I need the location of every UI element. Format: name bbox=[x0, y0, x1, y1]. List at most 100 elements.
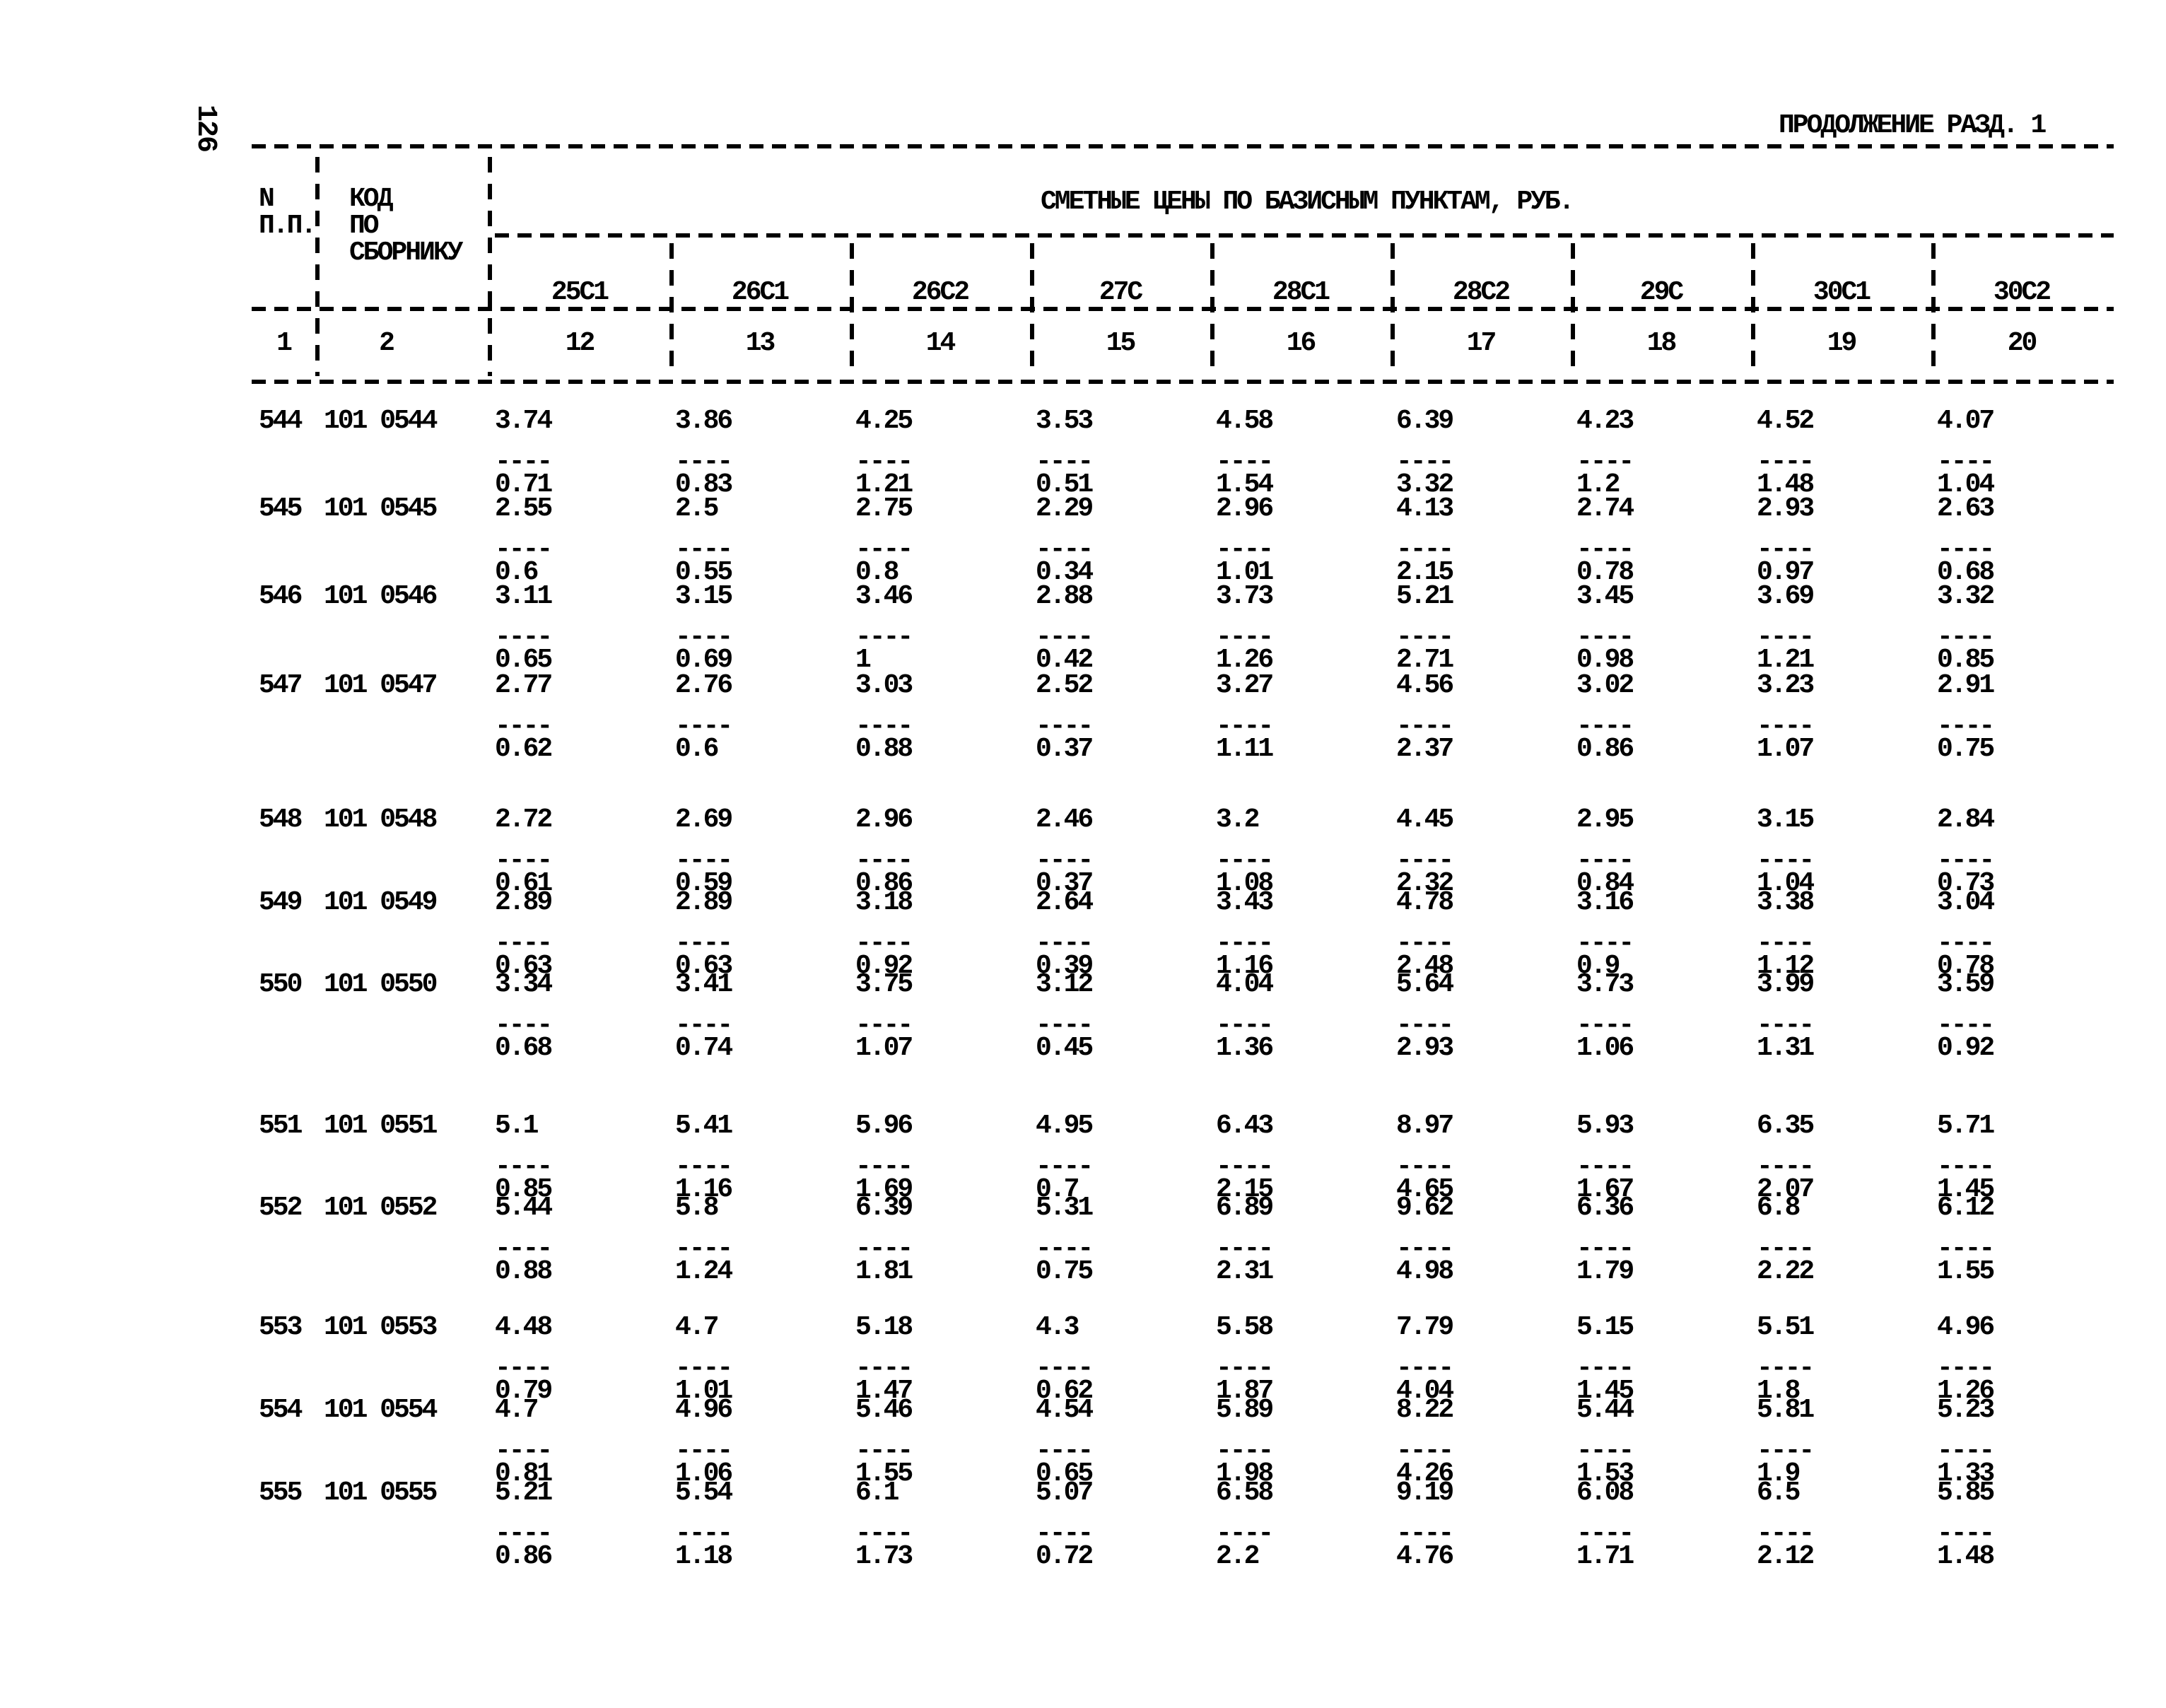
price-numerator: 4.52 bbox=[1757, 406, 1815, 436]
price-denominator: 1.9 bbox=[1757, 1458, 1801, 1489]
row-code: 101 0544 bbox=[324, 406, 438, 436]
price-denominator: 1.21 bbox=[1757, 645, 1815, 675]
price-denominator: 2.07 bbox=[1757, 1174, 1815, 1205]
price-denominator: 1.21 bbox=[855, 469, 913, 500]
column-label-30С1: 30С1 bbox=[1813, 277, 1871, 308]
price-numerator: 4.58 bbox=[1216, 406, 1274, 436]
fraction-bar: ---- bbox=[855, 1353, 913, 1384]
price-numerator: 3.16 bbox=[1576, 887, 1634, 918]
column-label-28С2: 28С2 bbox=[1452, 277, 1511, 308]
column-label-27С: 27С bbox=[1099, 277, 1143, 308]
price-numerator: 4.25 bbox=[855, 406, 913, 436]
col-header-code-3: СБОРНИКУ bbox=[349, 238, 463, 268]
fraction-bar: ---- bbox=[1036, 1519, 1094, 1549]
fraction-bar: ---- bbox=[1396, 846, 1454, 876]
row-code: 101 0550 bbox=[324, 969, 438, 1000]
fraction-bar: ---- bbox=[1757, 711, 1815, 742]
price-numerator: 7.79 bbox=[1396, 1312, 1454, 1343]
fraction-bar: ---- bbox=[1036, 534, 1094, 565]
price-denominator: 1.48 bbox=[1937, 1541, 1995, 1572]
price-denominator: 0.86 bbox=[495, 1541, 553, 1572]
fraction-bar: ---- bbox=[1216, 711, 1274, 742]
price-numerator: 5.81 bbox=[1757, 1395, 1815, 1425]
price-denominator: 1.47 bbox=[855, 1376, 913, 1406]
price-numerator: 5.44 bbox=[495, 1193, 553, 1223]
price-numerator: 4.7 bbox=[675, 1312, 719, 1343]
price-denominator: 0.61 bbox=[495, 868, 553, 899]
row-code: 101 0546 bbox=[324, 581, 438, 612]
fraction-bar: ---- bbox=[1396, 711, 1454, 742]
price-numerator: 2.89 bbox=[675, 887, 733, 918]
vrule-code-prices bbox=[488, 157, 492, 376]
price-denominator: 2.15 bbox=[1396, 557, 1454, 587]
price-numerator: 4.7 bbox=[495, 1395, 539, 1425]
fraction-bar: ---- bbox=[1036, 1436, 1094, 1466]
price-denominator: 0.8 bbox=[855, 557, 899, 587]
price-denominator: 1.36 bbox=[1216, 1033, 1274, 1063]
fraction-bar: ---- bbox=[1757, 1353, 1815, 1384]
price-denominator: 1.16 bbox=[1216, 951, 1274, 981]
fraction-bar: ---- bbox=[1937, 1152, 1995, 1182]
row-code: 101 0555 bbox=[324, 1478, 438, 1508]
price-denominator: 0.65 bbox=[495, 645, 553, 675]
fraction-bar: ---- bbox=[1036, 1353, 1094, 1384]
price-denominator: 2.12 bbox=[1757, 1541, 1815, 1572]
price-denominator: 4.26 bbox=[1396, 1458, 1454, 1489]
fraction-bar: ---- bbox=[1036, 622, 1094, 653]
vrule-price-col-7 bbox=[1751, 243, 1755, 378]
fraction-bar: ---- bbox=[1216, 534, 1274, 565]
price-denominator: 0.86 bbox=[855, 868, 913, 899]
fraction-bar: ---- bbox=[675, 1234, 733, 1264]
price-denominator: 2.37 bbox=[1396, 734, 1454, 764]
row-code: 101 0552 bbox=[324, 1193, 438, 1223]
price-numerator: 3.12 bbox=[1036, 969, 1094, 1000]
index-label-19: 19 bbox=[1827, 328, 1858, 358]
col-header-n-2: П.П. bbox=[259, 211, 317, 241]
fraction-bar: ---- bbox=[495, 928, 553, 959]
fraction-bar: ---- bbox=[675, 928, 733, 959]
fraction-bar: ---- bbox=[1757, 447, 1815, 477]
price-numerator: 6.8 bbox=[1757, 1193, 1801, 1223]
price-denominator: 1.06 bbox=[675, 1458, 733, 1489]
column-label-26С1: 26С1 bbox=[731, 277, 790, 308]
fraction-bar: ---- bbox=[1757, 534, 1815, 565]
fraction-bar: ---- bbox=[1576, 1010, 1634, 1041]
price-numerator: 2.74 bbox=[1576, 493, 1634, 524]
index-label-16: 16 bbox=[1286, 328, 1317, 358]
price-denominator: 0.78 bbox=[1576, 557, 1634, 587]
fraction-bar: ---- bbox=[855, 928, 913, 959]
price-numerator: 3.15 bbox=[1757, 805, 1815, 835]
fraction-bar: ---- bbox=[1937, 1353, 1995, 1384]
row-code: 101 0545 bbox=[324, 493, 438, 524]
row-number: 548 bbox=[259, 805, 303, 835]
vrule-n-code bbox=[315, 157, 320, 376]
row-number: 550 bbox=[259, 969, 303, 1000]
price-denominator: 0.63 bbox=[495, 951, 553, 981]
price-denominator: 0.81 bbox=[495, 1458, 553, 1489]
price-numerator: 3.38 bbox=[1757, 887, 1815, 918]
price-numerator: 5.44 bbox=[1576, 1395, 1634, 1425]
price-denominator: 0.9 bbox=[1576, 951, 1620, 981]
price-numerator: 5.07 bbox=[1036, 1478, 1094, 1508]
price-denominator: 0.73 bbox=[1937, 868, 1995, 899]
price-denominator: 1.2 bbox=[1576, 469, 1620, 500]
price-numerator: 4.3 bbox=[1036, 1312, 1079, 1343]
price-numerator: 5.93 bbox=[1576, 1111, 1634, 1141]
price-denominator: 1.16 bbox=[675, 1174, 733, 1205]
price-numerator: 5.21 bbox=[495, 1478, 553, 1508]
price-numerator: 6.43 bbox=[1216, 1111, 1274, 1141]
row-code: 101 0551 bbox=[324, 1111, 438, 1141]
fraction-bar: ---- bbox=[1576, 534, 1634, 565]
column-label-26С2: 26С2 bbox=[911, 277, 970, 308]
price-numerator: 5.41 bbox=[675, 1111, 733, 1141]
price-numerator: 3.27 bbox=[1216, 670, 1274, 701]
price-numerator: 2.63 bbox=[1937, 493, 1995, 524]
price-denominator: 1.01 bbox=[675, 1376, 733, 1406]
price-numerator: 3.73 bbox=[1216, 581, 1274, 612]
fraction-bar: ---- bbox=[1576, 447, 1634, 477]
fraction-bar: ---- bbox=[1937, 1436, 1995, 1466]
fraction-bar: ---- bbox=[1937, 622, 1995, 653]
price-numerator: 3.99 bbox=[1757, 969, 1815, 1000]
price-numerator: 3.43 bbox=[1216, 887, 1274, 918]
